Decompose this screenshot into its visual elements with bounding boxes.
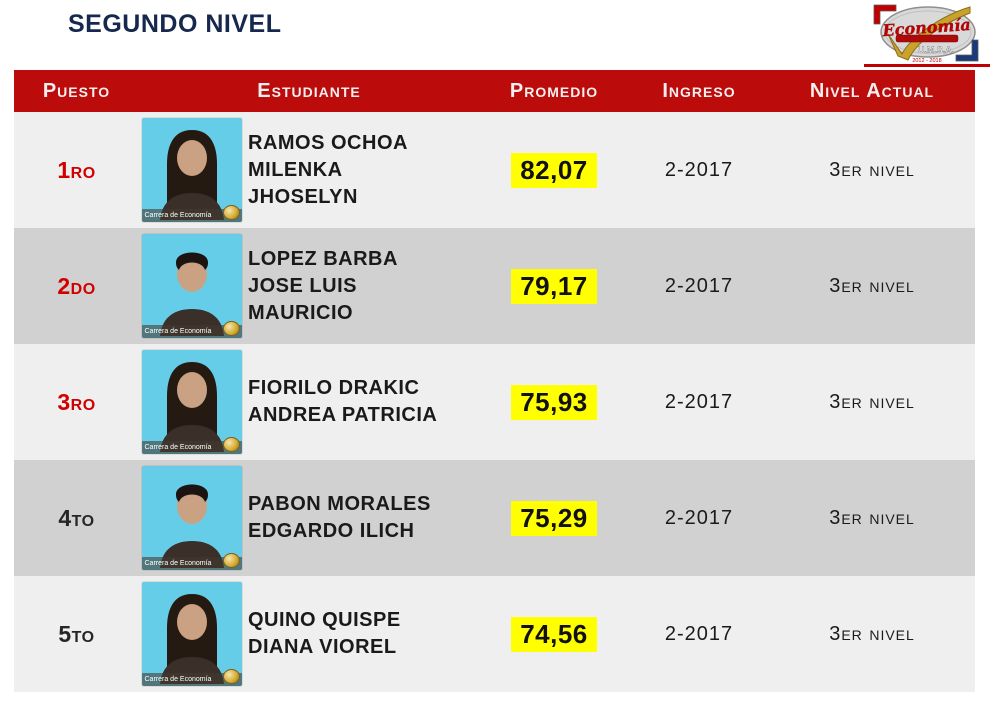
puesto-cell: 4to bbox=[14, 460, 139, 576]
puesto-cell: 3ro bbox=[14, 344, 139, 460]
col-header-estudiante: Estudiante bbox=[257, 79, 361, 102]
photo-cell: Carrera de Economía bbox=[139, 460, 244, 576]
ingreso-value: 2-2017 bbox=[664, 390, 734, 413]
photo-logo-badge bbox=[222, 437, 240, 452]
ingreso-value: 2-2017 bbox=[664, 506, 734, 529]
position-label: 3ro bbox=[57, 388, 96, 415]
puesto-cell: 5to bbox=[14, 576, 139, 692]
student-photo: Carrera de Economía bbox=[141, 350, 242, 454]
position-label: 2do bbox=[57, 272, 96, 299]
puesto-cell: 2do bbox=[14, 228, 139, 344]
student-photo: Carrera de Economía bbox=[141, 582, 242, 686]
ingreso-value: 2-2017 bbox=[664, 622, 734, 645]
ingreso-value: 2-2017 bbox=[664, 274, 734, 297]
photo-logo-badge bbox=[222, 205, 240, 220]
col-header-nivel: Nivel Actual bbox=[809, 79, 935, 102]
red-corner-bracket-icon bbox=[873, 4, 897, 25]
nivel-value: 3er nivel bbox=[829, 506, 915, 529]
student-name: QUINO QUISPE DIANA VIOREL bbox=[248, 609, 401, 658]
promedio-value: 79,17 bbox=[511, 268, 597, 304]
photo-logo-badge bbox=[222, 553, 240, 568]
photo-caption: Carrera de Economía bbox=[141, 209, 242, 222]
student-name: RAMOS OCHOA MILENKA JHOSELYN bbox=[248, 131, 408, 208]
table-row: 5to Carrera de Economía QUINO QUISPE DIAN… bbox=[14, 576, 975, 692]
photo-caption: Carrera de Economía bbox=[141, 673, 242, 686]
student-photo: Carrera de Economía bbox=[141, 466, 242, 570]
promedio-value: 74,56 bbox=[511, 616, 597, 652]
student-name: PABON MORALES EDGARDO ILICH bbox=[248, 493, 431, 542]
student-photo: Carrera de Economía bbox=[141, 234, 242, 338]
photo-cell: Carrera de Economía bbox=[139, 228, 244, 344]
promedio-value: 75,93 bbox=[511, 384, 597, 420]
blue-corner-bracket-icon bbox=[955, 39, 979, 62]
table-body: 1ro Carrera de Economía RAMOS OCHOA MILEN… bbox=[14, 112, 975, 692]
position-label: 5to bbox=[58, 620, 95, 647]
photo-cell: Carrera de Economía bbox=[139, 576, 244, 692]
photo-cell: Carrera de Economía bbox=[139, 344, 244, 460]
promedio-cell: 75,93 bbox=[479, 344, 629, 460]
ingreso-value: 2-2017 bbox=[664, 158, 734, 181]
promedio-cell: 79,17 bbox=[479, 228, 629, 344]
puesto-cell: 1ro bbox=[14, 112, 139, 228]
logo-org-text: U.M.S.A. bbox=[918, 45, 955, 55]
photo-logo-badge bbox=[222, 321, 240, 336]
logo-underline bbox=[864, 64, 990, 67]
logo-years-text: 2012 - 2018 bbox=[912, 58, 941, 64]
table-row: 3ro Carrera de Economía FIORILO DRAKIC AN… bbox=[14, 344, 975, 460]
promedio-cell: 75,29 bbox=[479, 460, 629, 576]
promedio-cell: 82,07 bbox=[479, 112, 629, 228]
promedio-value: 75,29 bbox=[511, 500, 597, 536]
col-header-ingreso: Ingreso bbox=[662, 79, 736, 102]
nivel-value: 3er nivel bbox=[829, 622, 915, 645]
photo-logo-badge bbox=[222, 669, 240, 684]
nivel-value: 3er nivel bbox=[829, 158, 915, 181]
col-header-promedio: Promedio bbox=[509, 79, 599, 102]
table-row: 1ro Carrera de Economía RAMOS OCHOA MILEN… bbox=[14, 112, 975, 228]
nivel-value: 3er nivel bbox=[829, 274, 915, 297]
student-photo: Carrera de Economía bbox=[141, 118, 242, 222]
page-title: SEGUNDO NIVEL bbox=[68, 10, 282, 38]
nivel-value: 3er nivel bbox=[829, 390, 915, 413]
economia-umsa-logo-icon: Economía U.M.S.A. 2012 - 2018 bbox=[873, 4, 979, 64]
student-name: FIORILO DRAKIC ANDREA PATRICIA bbox=[248, 377, 438, 426]
photo-caption: Carrera de Economía bbox=[141, 441, 242, 454]
page-header: SEGUNDO NIVEL Economía U.M.S.A. 2012 - 2… bbox=[0, 0, 990, 70]
table-row: 4to Carrera de Economía PABON MORALES EDG… bbox=[14, 460, 975, 576]
col-header-puesto: Puesto bbox=[42, 79, 111, 102]
photo-caption: Carrera de Economía bbox=[141, 557, 242, 570]
promedio-value: 82,07 bbox=[511, 152, 597, 188]
table-header: Puesto Estudiante Promedio Ingreso Nivel… bbox=[14, 70, 975, 112]
photo-caption: Carrera de Economía bbox=[141, 325, 242, 338]
position-label: 1ro bbox=[57, 156, 96, 183]
position-label: 4to bbox=[58, 504, 95, 531]
promedio-cell: 74,56 bbox=[479, 576, 629, 692]
student-name: LOPEZ BARBA JOSE LUIS MAURICIO bbox=[248, 247, 398, 324]
person-avatar-icon bbox=[159, 594, 224, 684]
economia-umsa-logo: Economía U.M.S.A. 2012 - 2018 bbox=[870, 2, 982, 64]
ranking-table: Puesto Estudiante Promedio Ingreso Nivel… bbox=[14, 70, 975, 692]
photo-cell: Carrera de Economía bbox=[139, 112, 244, 228]
table-row: 2do Carrera de Economía LOPEZ BARBA JOSE … bbox=[14, 228, 975, 344]
